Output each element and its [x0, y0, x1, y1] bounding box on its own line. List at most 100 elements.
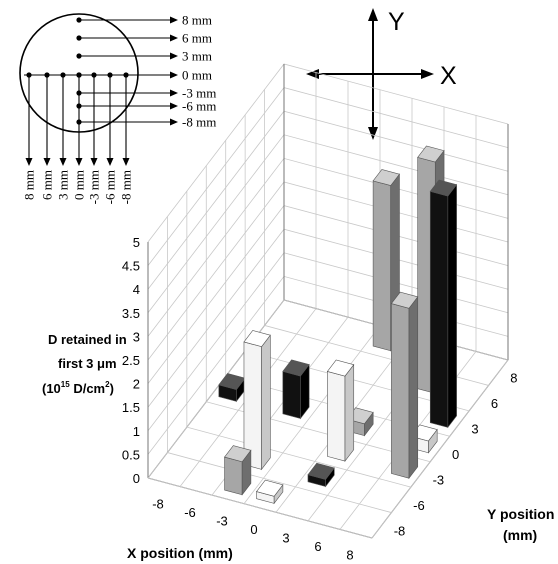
y-tick-label: -8 [394, 523, 406, 538]
x-position-dot [60, 72, 66, 78]
x-position-lines: 8 mm 6 mm 3 mm 0 mm -3 mm -6 mm -8 mm [22, 72, 134, 204]
bar [429, 179, 458, 429]
arrowhead-icon [170, 102, 178, 110]
x-tick-label: 6 [314, 539, 321, 554]
bar-front-face [224, 456, 243, 496]
x-position-label: -3 mm [87, 170, 102, 204]
bar-front-face [372, 180, 392, 352]
floor-gridline [147, 477, 373, 539]
x-position-dot [123, 72, 129, 78]
arrowhead-icon [170, 34, 178, 42]
bar-top-face [429, 179, 458, 197]
bar-front-face [282, 370, 301, 419]
x-position-dot [44, 72, 50, 78]
x-position-label: -8 mm [119, 170, 134, 204]
y-axis-title-line1: Y position [487, 506, 554, 522]
arrowhead-icon [106, 158, 114, 166]
x-axis-title: X position (mm) [127, 545, 233, 561]
arrowhead-icon [90, 158, 98, 166]
y-position-label: 0 mm [182, 68, 212, 83]
z-tick-label: 5 [133, 235, 140, 250]
y-position-dot [76, 53, 82, 59]
bar-top-face [417, 145, 445, 163]
y-position-label: -6 mm [182, 99, 216, 114]
bar [282, 359, 310, 420]
bar-top-face [372, 169, 400, 186]
x-tick-label: 3 [282, 531, 289, 546]
y-position-label: 3 mm [182, 49, 212, 64]
bar [390, 291, 419, 480]
x-position-dot [91, 72, 97, 78]
arrowhead-icon [59, 158, 67, 166]
y-tick-label: 8 [510, 371, 517, 386]
z-tick-label: 0 [133, 471, 140, 486]
bar [243, 330, 271, 471]
x-tick-labels: -8 -6 -3 0 3 6 8 [152, 496, 353, 562]
x-tick-label: -3 [216, 513, 228, 528]
y-tick-label: -3 [433, 472, 445, 487]
arrowhead-icon [122, 158, 130, 166]
z-tick-label: 3 [133, 329, 140, 344]
y-position-label: -3 mm [182, 86, 216, 101]
arrowhead-icon [25, 158, 33, 166]
position-schematic: 8 mm6 mm3 mm0 mm-3 mm-6 mm-8 mm 8 mm 6 mm… [19, 13, 216, 204]
floor-gridline [371, 359, 509, 539]
axis-cross: Y X [306, 8, 457, 140]
z-tick-labels: 0 0.5 1 1.5 2 2.5 3 3.5 4 4.5 5 [122, 235, 140, 486]
floor-gridline [243, 325, 381, 504]
x-position-label: 3 mm [56, 170, 71, 200]
arrowhead-icon [170, 52, 178, 60]
arrowhead-icon [170, 16, 178, 24]
bar-top-face [243, 330, 271, 347]
y-arrow-down-icon [368, 127, 378, 140]
z-axis-label-line3: (1015 D/cm2) [42, 380, 114, 396]
z-axis-label-line1: D retained in [48, 332, 127, 347]
arrowhead-icon [43, 158, 51, 166]
x-axis-letter: X [440, 62, 457, 90]
x-position-label: 6 mm [40, 170, 55, 200]
x-position-label: -6 mm [103, 170, 118, 204]
x-tick-label: -6 [184, 505, 196, 520]
x-arrow-right-icon [421, 69, 434, 79]
y-position-label: -8 mm [182, 115, 216, 130]
y-axis-letter: Y [388, 8, 405, 36]
bar-top-face [256, 479, 284, 497]
z-axis-label-line2: first 3 μm [58, 356, 117, 371]
bar-side-face [408, 295, 419, 480]
x-tick-label: -8 [152, 496, 164, 511]
arrowhead-icon [170, 71, 178, 79]
floor-gridline [167, 452, 392, 513]
z-tick-label: 3.5 [122, 306, 140, 321]
bar [307, 462, 335, 488]
x-tick-label: 0 [250, 522, 257, 537]
y-position-dot [76, 35, 82, 41]
y-position-label: 8 mm [182, 13, 212, 28]
x-tick-label: 8 [346, 548, 353, 563]
bar-top-face [282, 359, 310, 377]
bar-top-face [390, 291, 419, 309]
z-tick-label: 0.5 [122, 447, 140, 462]
y-position-dot [76, 17, 82, 23]
z-tick-label: 1.5 [122, 400, 140, 415]
x-position-label: 0 mm [72, 170, 87, 200]
bar-front-face [327, 371, 346, 462]
y-axis-title-line2: (mm) [503, 527, 537, 543]
z-tick-label: 2 [133, 377, 140, 392]
z-tick-label: 1 [133, 424, 140, 439]
bar-front-face [391, 303, 410, 479]
bar-top-face [326, 359, 355, 377]
bar-side-face [344, 363, 355, 462]
bar-top-face [307, 462, 335, 480]
bar-front-face [429, 190, 449, 428]
arrowhead-icon [170, 118, 178, 126]
x-position-dot [76, 72, 82, 78]
x-position-dot [26, 72, 32, 78]
y-tick-label: 0 [452, 447, 459, 462]
z-tick-label: 4.5 [122, 259, 140, 274]
bar-side-face [261, 334, 271, 471]
y-position-label: 6 mm [182, 31, 212, 46]
x-position-label: 8 mm [22, 170, 37, 200]
